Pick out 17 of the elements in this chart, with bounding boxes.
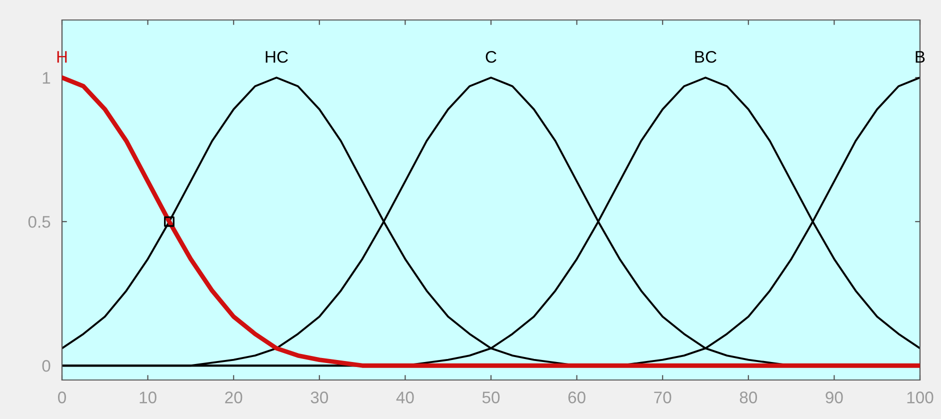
- x-tick-label: 10: [140, 392, 156, 404]
- x-tick-label: 30: [310, 392, 328, 404]
- x-tick-label: 100: [907, 392, 934, 404]
- x-tick-label: 0: [58, 392, 66, 404]
- x-tick-label: 60: [568, 392, 586, 404]
- x-tick-label: 20: [225, 392, 242, 404]
- x-tick-label: 80: [740, 392, 758, 404]
- x-tick-label: 40: [396, 392, 414, 404]
- y-tick-label: 0.5: [28, 216, 50, 228]
- series-label: HC: [266, 50, 288, 63]
- series-label: C: [486, 50, 496, 63]
- x-tick-label: 70: [654, 392, 672, 404]
- y-tick-label: 1: [42, 72, 50, 84]
- x-tick-label: 50: [482, 392, 500, 404]
- x-tick-label: 90: [826, 392, 843, 404]
- y-tick-label: 0: [42, 360, 50, 372]
- series-label: BC: [695, 50, 716, 63]
